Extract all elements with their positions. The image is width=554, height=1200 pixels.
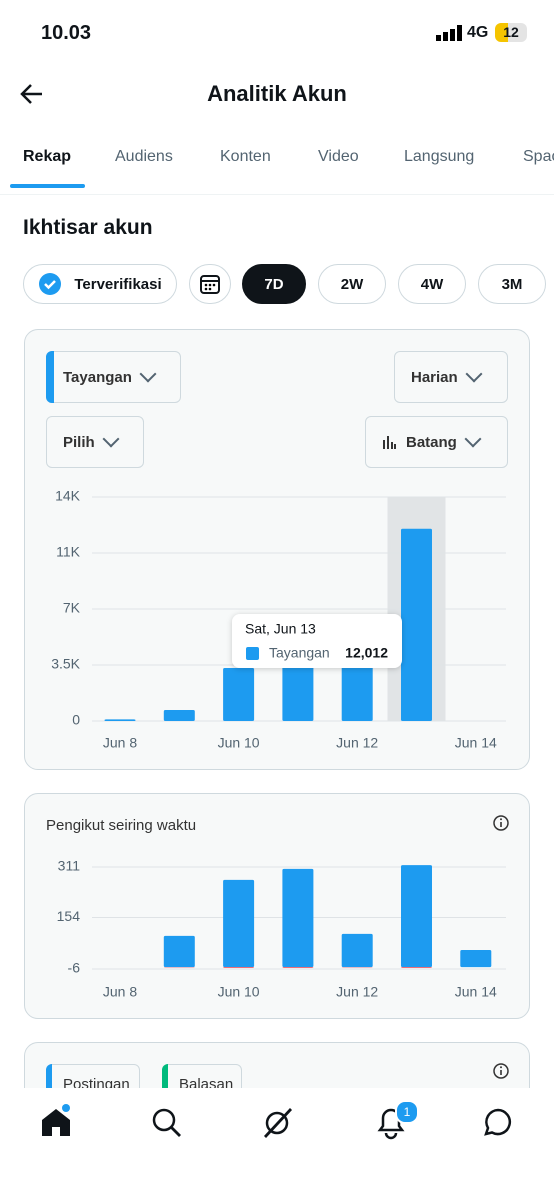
messages-icon[interactable]	[482, 1106, 516, 1140]
followers-card	[24, 793, 530, 1019]
grok-icon[interactable]	[261, 1106, 295, 1140]
tab[interactable]: Audiens	[115, 148, 173, 165]
compare-dropdown[interactable]: Pilih	[46, 416, 144, 468]
calendar-icon	[200, 275, 220, 294]
range-chip[interactable]: 4W	[398, 264, 466, 304]
calendar-chip[interactable]	[189, 264, 231, 304]
dropdown-label: Batang	[406, 433, 457, 451]
home-icon[interactable]	[38, 1104, 74, 1140]
dropdown-label: Harian	[411, 368, 458, 386]
verified-chip[interactable]: Terverifikasi	[23, 264, 177, 304]
dropdown-label: Tayangan	[63, 368, 132, 386]
page-title: Analitik Akun	[207, 81, 347, 106]
signal-icon	[436, 25, 462, 41]
bar-icon	[383, 436, 396, 449]
chart-title: Pengikut seiring waktu	[46, 817, 197, 834]
verified-icon	[39, 273, 62, 295]
style-dropdown[interactable]: Batang	[365, 416, 508, 468]
back-button[interactable]	[18, 80, 46, 108]
time: 10.03	[41, 22, 92, 44]
range-chip[interactable]: 7D	[242, 264, 306, 304]
interval-dropdown[interactable]: Harian	[394, 351, 508, 403]
divider	[0, 194, 554, 195]
dropdown-label: Pilih	[63, 433, 95, 451]
network: 4G	[467, 24, 489, 41]
tab-indicator	[10, 184, 85, 188]
tab[interactable]: Video	[318, 148, 359, 165]
tab[interactable]: Konten	[220, 148, 271, 165]
search-icon[interactable]	[150, 1106, 184, 1140]
info-icon[interactable]	[492, 814, 510, 832]
info-icon[interactable]	[492, 1062, 510, 1080]
metric-dropdown[interactable]: Tayangan	[46, 351, 181, 403]
notification-badge: 1	[395, 1100, 419, 1124]
tab[interactable]: Langsung	[404, 148, 475, 165]
range-chip[interactable]: 2W	[318, 264, 386, 304]
tab[interactable]: Spaces	[523, 148, 554, 165]
tab[interactable]: Rekap	[23, 148, 72, 165]
battery: 12	[495, 23, 527, 42]
bottom-nav: 1	[0, 1088, 554, 1200]
range-chip[interactable]: 3M	[478, 264, 546, 304]
chip-label: Terverifikasi	[74, 275, 162, 293]
section-title: Ikhtisar akun	[23, 216, 153, 239]
